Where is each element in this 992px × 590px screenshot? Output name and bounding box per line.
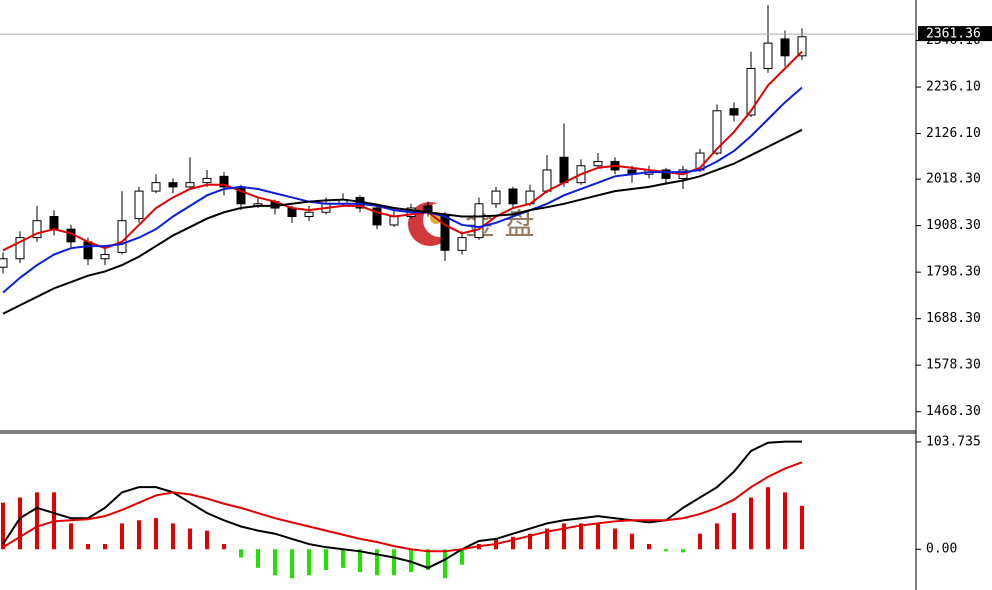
- histogram-bar: [732, 513, 736, 550]
- candle-body: [0, 258, 8, 268]
- histogram-bar: [766, 487, 770, 550]
- candle-body: [304, 211, 314, 217]
- candle-body: [83, 241, 93, 260]
- y-tick-label: 2236.10: [926, 80, 981, 95]
- histogram-bar: [783, 492, 787, 550]
- candle-body: [661, 169, 671, 179]
- y-tick-label: 1908.30: [926, 218, 981, 233]
- histogram-bar: [630, 533, 634, 550]
- candle-body: [746, 67, 756, 116]
- moving-average: [2, 86, 803, 294]
- candle-body: [32, 220, 42, 239]
- histogram-bar: [205, 530, 209, 550]
- y-tick-label: 0.00: [926, 542, 957, 557]
- histogram-bar: [358, 549, 362, 572]
- histogram-bar: [154, 518, 158, 550]
- histogram-bar: [171, 523, 175, 550]
- histogram-bar: [596, 523, 600, 550]
- histogram-bar: [528, 533, 532, 550]
- y-tick-label: 2018.30: [926, 172, 981, 187]
- candle-body: [185, 182, 195, 188]
- histogram-bar: [1, 502, 5, 550]
- macd-line: [2, 440, 802, 569]
- histogram-bar: [647, 544, 651, 550]
- histogram-bar: [800, 505, 804, 550]
- candle-body: [542, 169, 552, 192]
- candle-body: [49, 215, 59, 230]
- candle-body: [593, 161, 603, 167]
- candle-body: [151, 182, 161, 192]
- histogram-bar: [562, 523, 566, 550]
- last-price-box: [918, 26, 992, 42]
- histogram-bar: [273, 549, 277, 576]
- histogram-bar: [375, 549, 379, 576]
- histogram-bar: [460, 549, 464, 565]
- candle-body: [202, 177, 212, 184]
- candle-body: [797, 36, 807, 57]
- histogram-bar: [103, 544, 107, 550]
- candle-body: [712, 110, 722, 154]
- y-tick-label: 1798.30: [926, 265, 981, 280]
- y-tick-label: 103.735: [926, 434, 981, 449]
- histogram-bar: [35, 492, 39, 550]
- histogram-bar: [256, 549, 260, 568]
- y-tick-label: 1578.30: [926, 358, 981, 373]
- histogram-bar: [324, 549, 328, 570]
- histogram-bar: [681, 549, 685, 553]
- histogram-bar: [137, 520, 141, 550]
- y-tick-label: 1688.30: [926, 311, 981, 326]
- histogram-bar: [613, 528, 617, 550]
- histogram-bar: [69, 523, 73, 550]
- histogram-bar: [341, 549, 345, 568]
- histogram-bar: [239, 549, 243, 558]
- histogram-bar: [392, 549, 396, 576]
- histogram-bar: [18, 497, 22, 550]
- histogram-bar: [86, 544, 90, 550]
- candle-body: [508, 188, 518, 205]
- last-price-label: 2361.36: [926, 27, 981, 42]
- histogram-bar: [188, 528, 192, 550]
- candle-body: [763, 42, 773, 69]
- candle-body: [780, 38, 790, 57]
- candle-body: [559, 156, 569, 184]
- histogram-bar: [409, 549, 413, 572]
- candle-body: [474, 203, 484, 239]
- candle-body: [389, 215, 399, 226]
- candle-body: [100, 254, 110, 260]
- y-tick-label: 1468.30: [926, 404, 981, 419]
- histogram-bar: [749, 497, 753, 550]
- y-tick-label: 2126.10: [926, 126, 981, 141]
- candle-body: [15, 237, 25, 260]
- candle-body: [457, 237, 467, 251]
- histogram-bar: [120, 523, 124, 550]
- histogram-bar: [715, 523, 719, 550]
- histogram-bar: [664, 549, 668, 552]
- candle-body: [491, 190, 501, 205]
- candle-body: [440, 213, 450, 251]
- histogram-bar: [307, 549, 311, 576]
- macd-line: [2, 461, 803, 553]
- candle-body: [729, 108, 739, 116]
- histogram-bar: [222, 544, 226, 550]
- candle-body: [168, 182, 178, 188]
- histogram-bar: [426, 549, 430, 570]
- candle-body: [372, 207, 382, 226]
- candle-body: [219, 175, 229, 188]
- histogram-bar: [290, 549, 294, 579]
- moving-average: [2, 128, 803, 315]
- histogram-bar: [698, 533, 702, 550]
- histogram-bar: [511, 536, 515, 550]
- candle-body: [117, 220, 127, 253]
- histogram-bar: [443, 549, 447, 579]
- histogram-bar: [579, 523, 583, 550]
- candle-body: [134, 190, 144, 220]
- histogram-bar: [545, 528, 549, 550]
